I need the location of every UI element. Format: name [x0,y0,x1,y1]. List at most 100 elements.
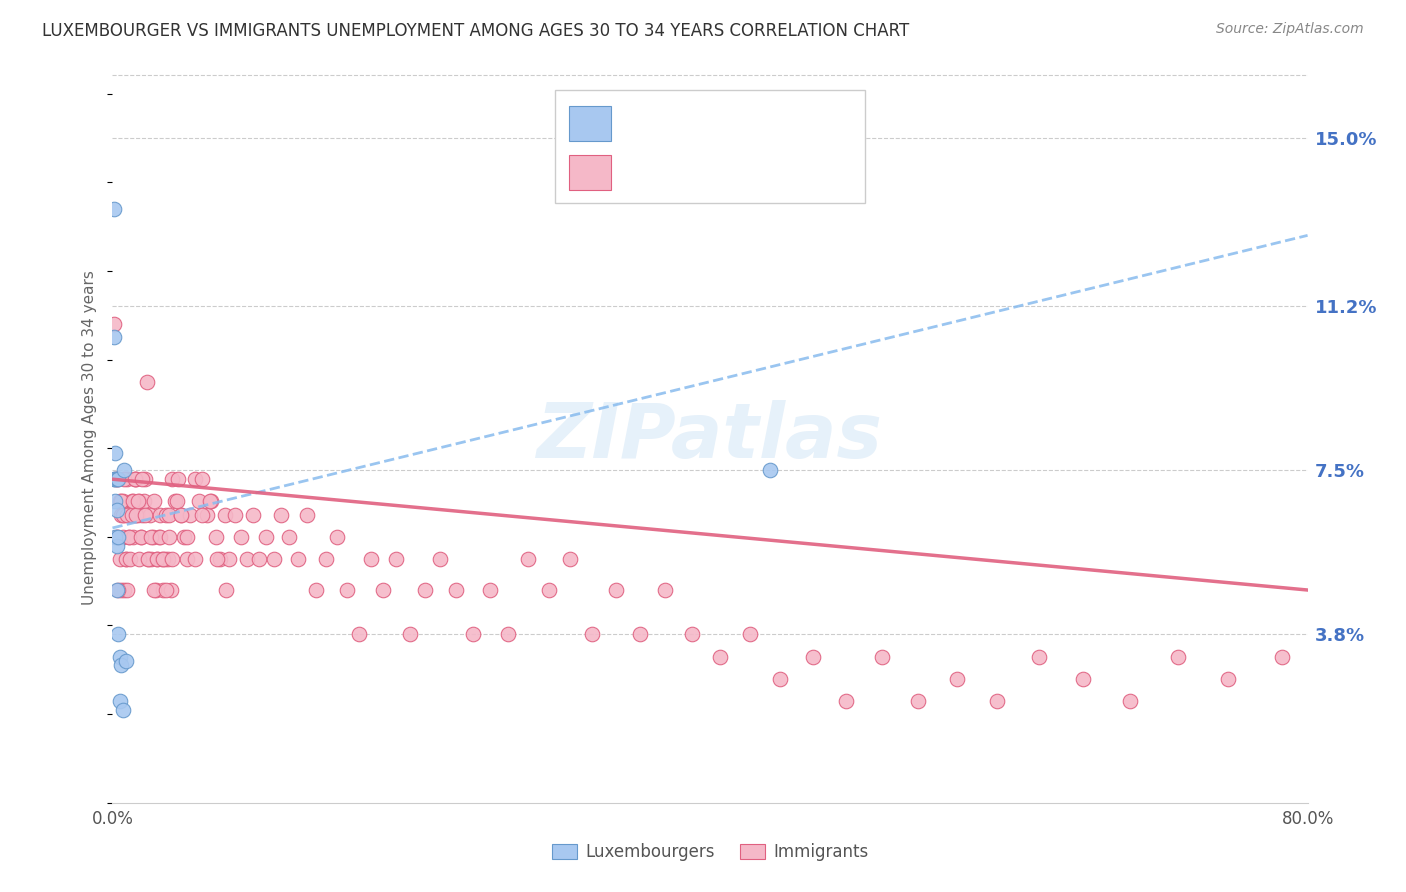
Point [127,508,149,522]
Point [120,552,142,566]
Legend: Luxembourgers, Immigrants: Luxembourgers, Immigrants [546,837,875,868]
Point [157,508,180,522]
Point [209,552,232,566]
Point [191,508,214,522]
Point [236,552,259,566]
Point [103,317,125,331]
Point [198,494,221,508]
Point [229,530,252,544]
Point [162,552,183,566]
Point [801,649,824,664]
Point [105,472,128,486]
Point [105,472,128,486]
Point [104,530,127,544]
Point [111,508,134,522]
Point [149,508,172,522]
Point [141,552,163,566]
Point [188,494,211,508]
Point [124,472,146,486]
Point [165,494,187,508]
Point [122,530,145,544]
Point [117,582,139,597]
Point [103,472,125,486]
Point [167,472,190,486]
Text: 21: 21 [825,122,849,140]
FancyBboxPatch shape [569,154,610,190]
Point [183,552,205,566]
Point [107,530,129,544]
Text: 146: 146 [825,169,862,188]
Point [176,530,198,544]
Point [117,508,139,522]
Point [115,654,138,668]
Point [118,530,141,544]
Point [105,503,128,517]
Point [605,582,627,597]
Point [205,552,228,566]
Point [152,582,174,597]
Point [110,582,132,597]
Point [105,539,128,553]
Point [108,694,131,708]
Text: Source: ZipAtlas.com: Source: ZipAtlas.com [1216,22,1364,37]
Point [215,582,238,597]
Point [114,472,135,486]
Point [398,627,420,641]
Point [254,530,277,544]
Point [200,494,222,508]
Point [835,694,858,708]
Point [131,508,153,522]
Point [195,508,218,522]
Point [155,582,177,597]
Point [121,494,143,508]
Point [138,552,160,566]
Point [110,658,132,673]
Point [115,552,138,566]
Point [120,508,142,522]
Point [111,703,134,717]
Point [107,472,129,486]
Y-axis label: Unemployment Among Ages 30 to 34 years: Unemployment Among Ages 30 to 34 years [82,269,97,605]
Point [131,472,153,486]
Point [132,494,155,508]
Point [681,627,703,641]
Point [143,494,166,508]
Point [218,552,240,566]
Point [166,494,188,508]
Text: N =: N = [765,169,799,188]
Point [347,627,370,641]
Point [134,472,156,486]
Point [159,582,181,597]
Point [129,530,152,544]
Point [945,672,967,686]
Text: LUXEMBOURGER VS IMMIGRANTS UNEMPLOYMENT AMONG AGES 30 TO 34 YEARS CORRELATION CH: LUXEMBOURGER VS IMMIGRANTS UNEMPLOYMENT … [42,22,910,40]
Point [143,582,166,597]
Point [134,508,156,522]
Point [581,627,603,641]
Point [295,508,318,522]
Point [128,494,150,508]
Point [413,582,436,597]
Point [242,508,264,522]
Point [148,530,170,544]
Point [146,552,169,566]
Point [124,508,146,522]
Point [224,508,246,522]
Point [152,552,174,566]
Point [115,552,138,566]
Point [145,582,167,597]
Point [141,530,163,544]
Point [107,582,129,597]
Point [107,472,129,486]
Point [122,494,145,508]
Text: R =: R = [624,122,657,140]
Point [769,672,792,686]
Point [128,552,150,566]
Point [709,649,731,664]
Point [183,472,205,486]
Point [110,494,132,508]
Point [138,552,160,566]
Point [108,494,131,508]
Point [740,627,762,641]
Point [315,552,337,566]
